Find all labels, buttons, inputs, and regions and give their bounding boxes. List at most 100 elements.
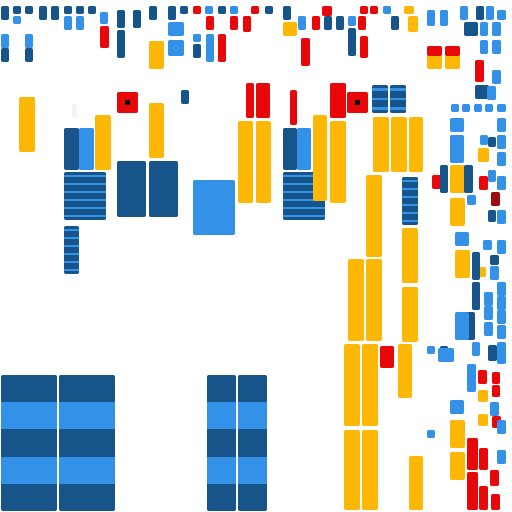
bar [467, 438, 478, 470]
bar [230, 16, 238, 30]
stripe [64, 244, 79, 248]
brick [133, 10, 141, 28]
brick [1, 6, 9, 20]
stripe [402, 195, 418, 199]
bar [427, 46, 442, 56]
stripe [283, 206, 325, 210]
stripe [390, 97, 406, 101]
bar [373, 117, 389, 172]
bar [322, 6, 332, 16]
brick [488, 170, 496, 182]
brick [490, 255, 499, 265]
bar [358, 16, 366, 30]
brick [427, 10, 435, 26]
bar [450, 165, 465, 193]
stripe [64, 214, 106, 218]
bar [362, 344, 378, 426]
brick [391, 16, 399, 30]
stripe [64, 182, 106, 186]
striped-block [207, 375, 236, 511]
stripe [64, 206, 106, 210]
marker-square [117, 92, 138, 113]
stripe [59, 456, 115, 484]
bar [370, 6, 378, 14]
brick [497, 118, 506, 132]
bar [218, 34, 226, 62]
brick [480, 22, 488, 36]
brick [450, 135, 464, 163]
brick [497, 420, 506, 434]
brick [298, 16, 306, 30]
stripe [64, 268, 79, 272]
bar [330, 83, 346, 118]
brick [218, 6, 226, 14]
brick [497, 135, 506, 149]
bar [256, 121, 271, 203]
slab [64, 128, 79, 170]
brick [455, 312, 469, 340]
bar [95, 115, 111, 170]
bar [491, 192, 500, 206]
brick [64, 6, 72, 14]
brick [497, 310, 506, 324]
bar [409, 456, 423, 510]
brick [383, 6, 391, 14]
stripe [402, 219, 418, 223]
brick [484, 306, 493, 320]
brick [492, 70, 501, 84]
brick [13, 16, 21, 24]
brick [283, 6, 291, 20]
stripe [283, 214, 325, 218]
bar [362, 430, 378, 510]
bar [450, 198, 465, 226]
striped-module [64, 172, 106, 220]
bar [391, 117, 407, 172]
brick [497, 10, 506, 20]
bar [445, 46, 460, 56]
marker-dot [125, 100, 130, 105]
bar [149, 103, 164, 158]
bar [450, 420, 465, 448]
bar [243, 16, 251, 32]
striped-block [59, 375, 115, 511]
bar [467, 472, 478, 510]
bar [409, 117, 423, 172]
brick [483, 240, 492, 250]
bar [404, 6, 414, 14]
brick [168, 6, 176, 20]
striped-module [390, 85, 406, 113]
brick [451, 104, 459, 112]
bar [492, 385, 500, 397]
brick [484, 292, 493, 306]
striped-block [238, 375, 267, 511]
bar [380, 346, 394, 368]
brick [467, 195, 476, 205]
stripe [402, 179, 418, 183]
bar [193, 6, 201, 14]
bar [492, 416, 501, 428]
stripe [64, 252, 79, 256]
stripe [64, 198, 106, 202]
brick [76, 16, 84, 30]
bar [402, 228, 418, 283]
brick [51, 6, 59, 20]
bar [283, 22, 297, 36]
brick [497, 152, 506, 166]
brick [488, 137, 496, 147]
brick [485, 104, 493, 112]
bar [398, 344, 412, 398]
brick [117, 10, 125, 28]
brick [474, 104, 482, 112]
bar [19, 97, 35, 152]
bar [475, 60, 484, 82]
brick [488, 345, 497, 361]
brick [39, 6, 47, 20]
stripe [238, 402, 267, 430]
bar [478, 370, 487, 384]
bar [330, 121, 346, 203]
slab [283, 128, 297, 170]
brick [205, 6, 213, 14]
brick [464, 22, 478, 36]
brick [497, 104, 506, 112]
